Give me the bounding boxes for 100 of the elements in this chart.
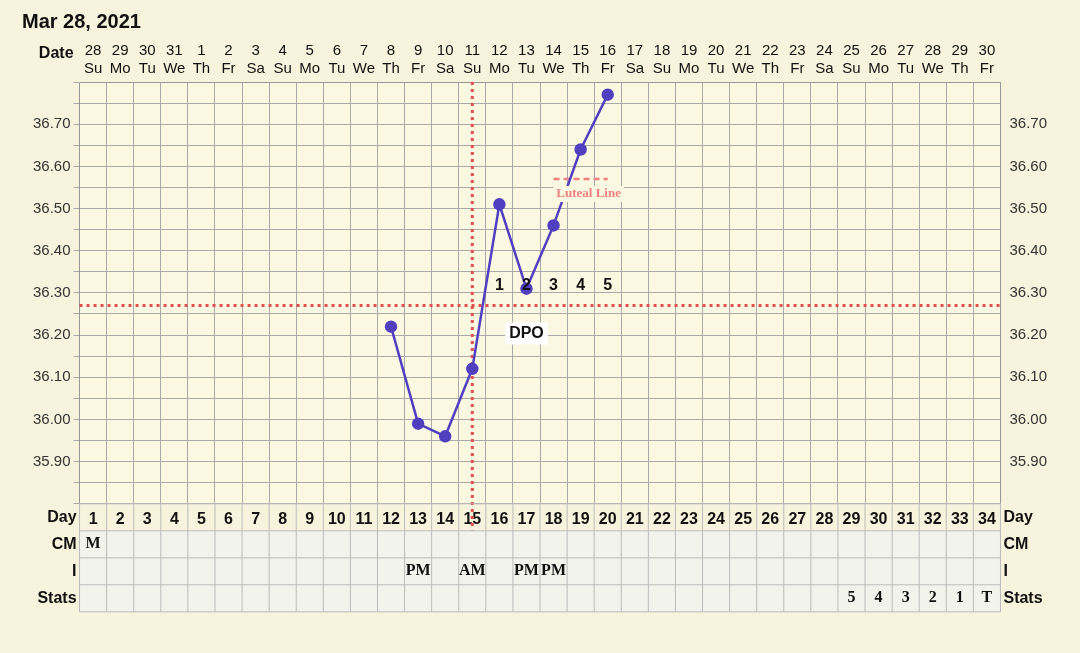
x2-tick-label: 30	[869, 509, 888, 527]
x2-tick-label: 17	[517, 509, 536, 527]
x2-tick-label: 5	[196, 509, 206, 527]
text: 2	[928, 588, 937, 606]
y-tick-label: 36.70	[32, 114, 71, 132]
x2-tick-label: 6	[224, 509, 234, 527]
text: Day	[47, 507, 77, 525]
point	[574, 143, 587, 156]
y2-tick-label: 36.40	[1009, 240, 1048, 258]
x-tick-label: 13 Tu	[517, 41, 535, 77]
x-tick-label: 23 Fr	[788, 41, 806, 77]
text: I	[72, 561, 77, 579]
x2-tick-label: 20	[598, 509, 617, 527]
x2-tick-label: 34	[978, 509, 996, 527]
x-tick-label: 29 Th	[951, 41, 969, 77]
series-label: Luteal Line	[556, 185, 622, 201]
x2-tick-label: 14	[436, 509, 455, 527]
x2-tick-label: 10	[327, 509, 346, 527]
x2-tick-label: 4	[169, 509, 179, 527]
y-tick-label: 36.00	[32, 409, 71, 427]
text: CM	[1003, 534, 1029, 552]
x-tick-label: 2 Fr	[221, 41, 236, 77]
x-tick-label: 16 Fr	[599, 41, 617, 77]
x-tick-label: 4 Su	[273, 41, 292, 77]
point	[411, 417, 425, 430]
annotation: 4	[576, 275, 586, 293]
y-tick-label: 36.20	[32, 325, 71, 343]
x2-tick-label: 26	[761, 509, 780, 527]
x2-tick-label: 18	[544, 509, 563, 527]
x-tick-label: 14 We	[542, 41, 565, 77]
x2-tick-label: 8	[278, 509, 288, 527]
text: T	[981, 588, 993, 606]
x-tick-label: 18 Su	[652, 41, 672, 77]
y2-tick-label: 36.70	[1009, 114, 1048, 132]
x-tick-label: 22 Th	[761, 41, 779, 77]
y-tick-label: 36.60	[32, 156, 71, 174]
point	[438, 430, 452, 443]
x-tick-label: 20 Tu	[707, 41, 725, 77]
y-tick-label: 36.30	[32, 283, 71, 301]
x2-tick-label: 32	[923, 509, 942, 527]
x2-tick-label: 2	[115, 509, 125, 527]
x-tick-label: 28 We	[921, 41, 944, 77]
annotation: 3	[549, 275, 559, 293]
x-tick-label: 27 Tu	[897, 41, 915, 77]
x2-tick-label: 21	[625, 509, 644, 527]
x2-tick-label: 25	[734, 509, 753, 527]
text: CM	[51, 534, 77, 552]
text: 1	[955, 588, 964, 606]
x2-tick-label: 15	[463, 509, 482, 527]
x2-tick-label: 24	[707, 509, 726, 527]
x2-tick-label: 23	[680, 509, 698, 527]
x-tick-label: 10 Sa	[436, 41, 456, 77]
y-tick-label: 36.50	[32, 198, 71, 216]
text: 4	[874, 588, 883, 606]
text: Stats	[1003, 588, 1043, 606]
y2-tick-label: 35.90	[1009, 451, 1048, 469]
annotation: 5	[603, 275, 613, 293]
x-tick-label: 5 Mo	[299, 41, 321, 77]
y-tick-label: 35.90	[32, 451, 71, 469]
x2-tick-label: 13	[409, 509, 428, 527]
text: 3	[901, 588, 910, 606]
x2-tick-label: 7	[251, 509, 261, 527]
y2-tick-label: 36.00	[1009, 409, 1048, 427]
x2-tick-label: 29	[842, 509, 861, 527]
annotation: DPO	[509, 323, 544, 341]
x-tick-label: 19 Mo	[678, 41, 700, 77]
point	[493, 198, 506, 211]
x-tick-label: 30 Tu	[138, 41, 156, 77]
x-axis-title: Date	[38, 44, 74, 62]
x2-axis-title: Day	[1003, 507, 1033, 525]
y2-tick-label: 36.60	[1009, 156, 1048, 174]
x2-tick-label: 33	[950, 509, 969, 527]
x-tick-label: 25 Su	[842, 41, 861, 77]
annotation: 1	[494, 275, 504, 293]
point	[601, 88, 614, 101]
point	[466, 362, 479, 376]
x-tick-label: 28 Su	[83, 41, 103, 77]
text: PM	[405, 561, 431, 579]
text: Stats	[37, 588, 77, 606]
y2-tick-label: 36.20	[1009, 325, 1048, 343]
annotation: 2	[522, 275, 531, 293]
x-tick-label: 30 Fr	[978, 41, 996, 77]
text: PM	[514, 561, 539, 579]
x2-tick-label: 12	[382, 509, 401, 527]
x-tick-label: 12 Mo	[488, 41, 510, 77]
x-tick-label: 29 Mo	[109, 41, 131, 77]
x-tick-label: 1 Th	[192, 41, 211, 77]
chart-title: Mar 28, 2021	[22, 9, 141, 32]
x2-tick-label: 11	[355, 509, 373, 527]
x-tick-label: 17 Sa	[625, 41, 645, 77]
x2-tick-label: 31	[896, 509, 915, 527]
x-tick-label: 21 We	[732, 41, 755, 77]
x2-tick-label: 3	[142, 509, 152, 527]
x-tick-label: 24 Sa	[815, 41, 835, 77]
text: AM	[458, 561, 486, 579]
x-tick-label: 6 Tu	[328, 41, 346, 77]
y-tick-label: 36.10	[32, 367, 71, 385]
x2-tick-label: 1	[88, 509, 98, 527]
y2-tick-label: 36.30	[1009, 283, 1048, 301]
x-tick-label: 9 Fr	[411, 41, 426, 77]
